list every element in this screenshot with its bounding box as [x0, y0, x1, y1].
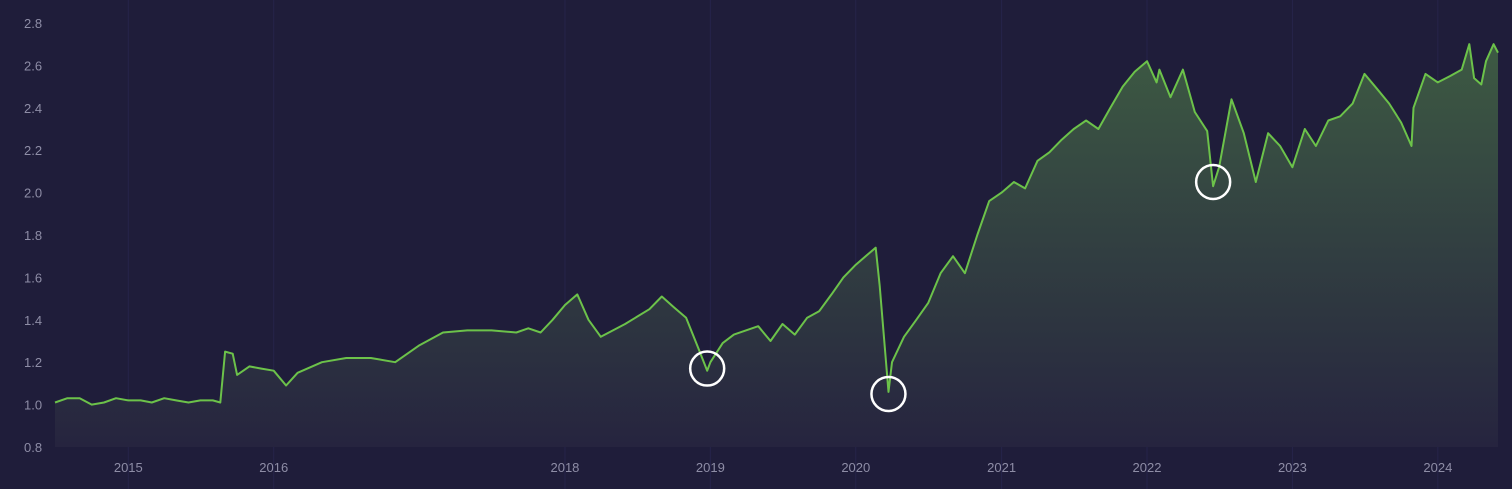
- x-tick-label: 2024: [1423, 460, 1452, 475]
- x-tick-label: 2016: [259, 460, 288, 475]
- y-tick-label: 1.6: [24, 270, 42, 285]
- y-tick-label: 0.8: [24, 440, 42, 455]
- x-tick-label: 2018: [550, 460, 579, 475]
- x-axis-ticks: 2015 2016 2018 2019 2020 2021 2022 2023 2024: [114, 460, 1452, 475]
- y-tick-label: 2.2: [24, 143, 42, 158]
- x-tick-label: 2020: [841, 460, 870, 475]
- x-tick-label: 2015: [114, 460, 143, 475]
- x-tick-label: 2022: [1133, 460, 1162, 475]
- area-fill: [55, 44, 1498, 447]
- y-tick-label: 1.4: [24, 313, 42, 328]
- y-tick-label: 2.6: [24, 58, 42, 73]
- y-axis-ticks: 0.8 1.0 1.2 1.4 1.6 1.8 2.0 2.2 2.4 2.6 2.8: [24, 16, 42, 455]
- x-tick-label: 2021: [987, 460, 1016, 475]
- x-tick-label: 2023: [1278, 460, 1307, 475]
- y-tick-label: 1.2: [24, 355, 42, 370]
- y-tick-label: 1.0: [24, 398, 42, 413]
- y-tick-label: 2.0: [24, 186, 42, 201]
- x-tick-label: 2019: [696, 460, 725, 475]
- y-tick-label: 1.8: [24, 228, 42, 243]
- y-tick-label: 2.8: [24, 16, 42, 31]
- y-tick-label: 2.4: [24, 101, 42, 116]
